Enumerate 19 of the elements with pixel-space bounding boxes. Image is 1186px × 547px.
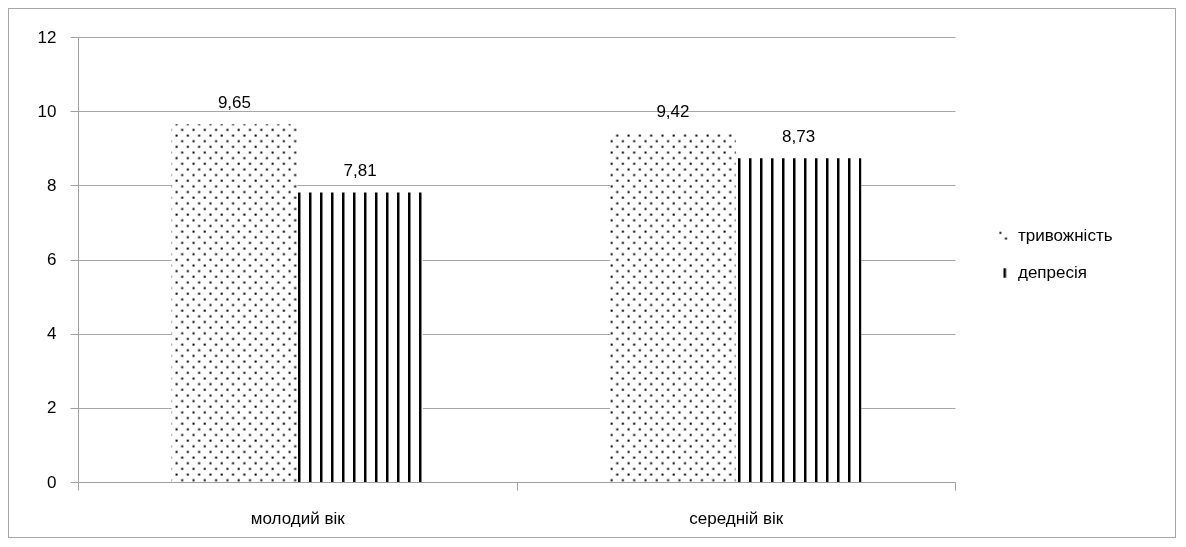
legend-label: тривожність — [1018, 226, 1113, 245]
bar — [735, 158, 862, 482]
legend-label: депресія — [1018, 263, 1087, 282]
x-tick-label: середній вік — [689, 508, 784, 528]
data-label: 9,65 — [217, 93, 251, 113]
y-tick-label: 0 — [47, 472, 57, 492]
y-tick-label: 4 — [47, 324, 57, 344]
data-label: 7,81 — [343, 161, 377, 181]
y-tick-label: 10 — [37, 101, 57, 121]
bar — [610, 132, 736, 482]
y-tick-label: 8 — [47, 175, 57, 195]
y-tick-label: 2 — [47, 398, 57, 418]
data-label: 8,73 — [782, 127, 816, 147]
y-tick-label: 6 — [47, 250, 57, 269]
y-tick-label: 12 — [37, 27, 57, 47]
x-tick-label: молодий вік — [250, 508, 346, 528]
data-label: 9,42 — [656, 101, 690, 121]
bar — [171, 124, 298, 482]
bar — [297, 192, 423, 482]
